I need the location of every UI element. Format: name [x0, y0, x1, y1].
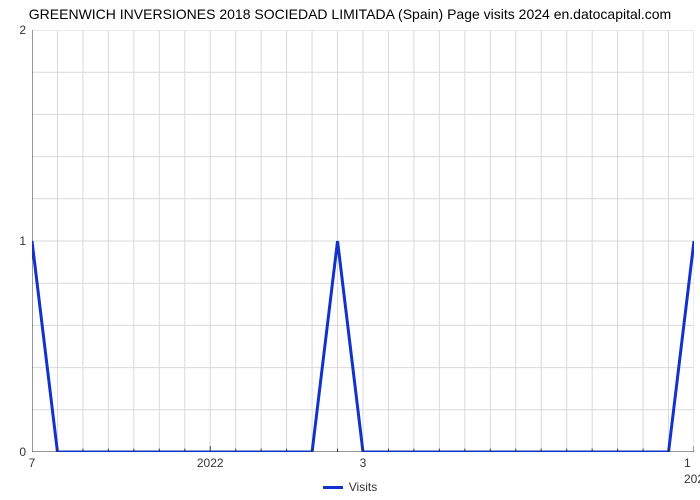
chart-plot-area: 0127202231202 — [32, 30, 694, 452]
legend-label: Visits — [349, 480, 377, 494]
x-tick-label: 7 — [29, 456, 36, 470]
y-tick-label: 0 — [19, 445, 26, 459]
chart-svg — [32, 30, 694, 452]
chart-legend: Visits — [0, 480, 700, 494]
chart-title: GREENWICH INVERSIONES 2018 SOCIEDAD LIMI… — [0, 6, 700, 22]
legend-swatch — [323, 486, 343, 489]
x-tick-label: 3 — [360, 456, 367, 470]
y-tick-label: 1 — [19, 234, 26, 248]
y-tick-label: 2 — [19, 23, 26, 37]
x-tick-label: 2022 — [197, 456, 224, 470]
